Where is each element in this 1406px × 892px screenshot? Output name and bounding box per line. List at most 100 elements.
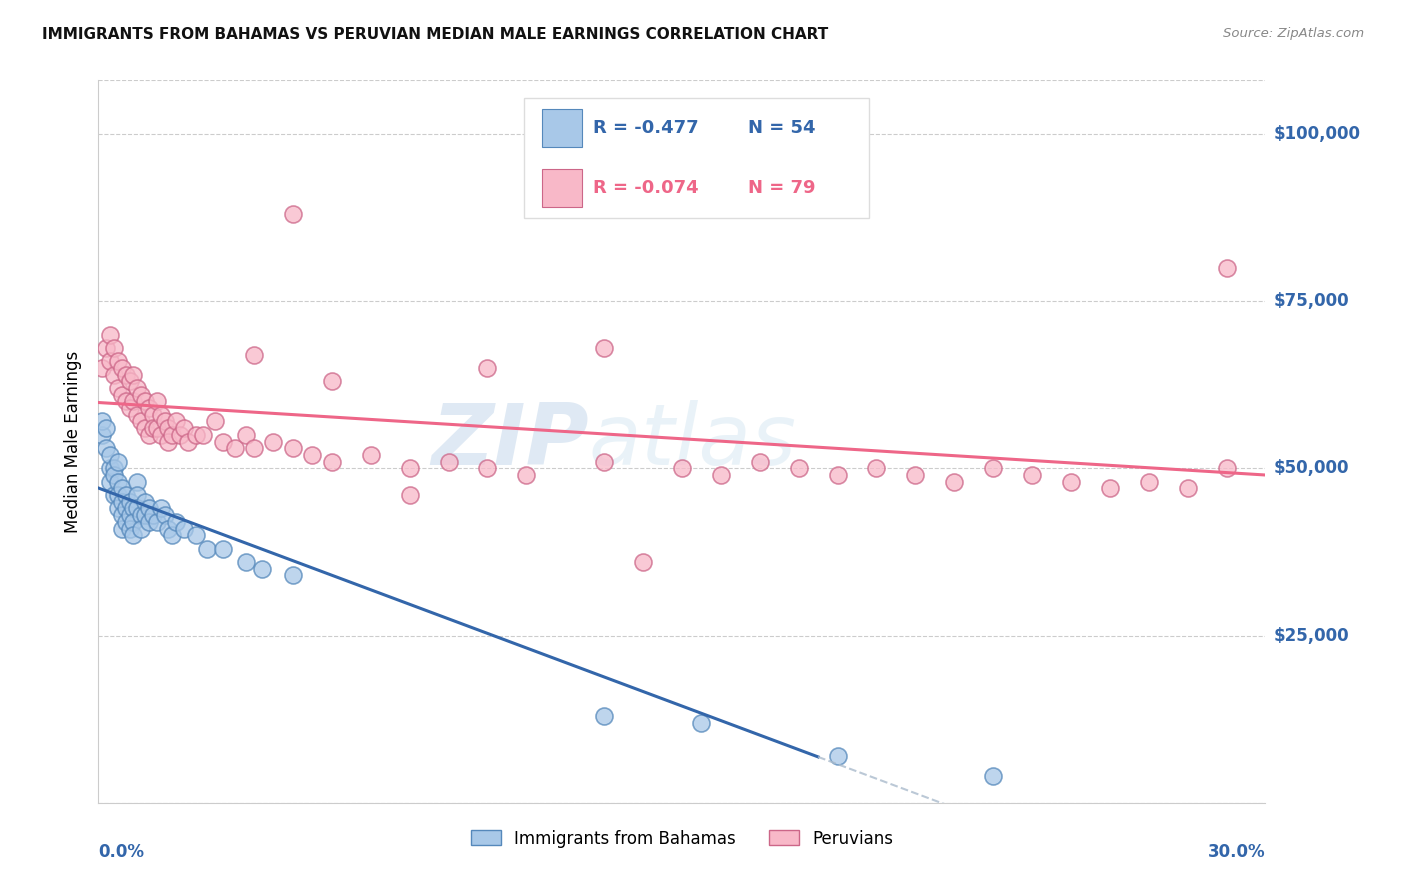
- Point: [477, 361, 499, 376]
- Point: [827, 467, 849, 482]
- FancyBboxPatch shape: [541, 109, 582, 147]
- Text: $75,000: $75,000: [1274, 292, 1350, 310]
- Point: [138, 427, 160, 442]
- Point: [157, 521, 180, 535]
- Point: [134, 394, 156, 409]
- Point: [212, 541, 235, 556]
- Point: [118, 375, 141, 389]
- Point: [1137, 475, 1160, 489]
- Point: [111, 521, 134, 535]
- Point: [184, 528, 207, 542]
- Legend: Immigrants from Bahamas, Peruvians: Immigrants from Bahamas, Peruvians: [463, 822, 901, 856]
- Point: [243, 441, 266, 455]
- Point: [195, 541, 218, 556]
- Point: [235, 427, 257, 442]
- Point: [904, 467, 927, 482]
- Point: [250, 562, 273, 576]
- Point: [118, 508, 141, 523]
- Point: [515, 467, 537, 482]
- Point: [981, 769, 1004, 783]
- Point: [98, 461, 121, 475]
- Point: [162, 528, 184, 542]
- Point: [162, 427, 184, 442]
- Point: [129, 414, 152, 428]
- Point: [943, 475, 966, 489]
- Point: [107, 488, 129, 502]
- Point: [134, 494, 156, 508]
- Text: ZIP: ZIP: [430, 400, 589, 483]
- Point: [149, 501, 172, 516]
- Point: [1215, 260, 1237, 275]
- Point: [96, 421, 118, 435]
- Point: [1177, 482, 1199, 496]
- Point: [142, 508, 165, 523]
- Point: [301, 448, 323, 462]
- Point: [114, 394, 136, 409]
- Point: [477, 461, 499, 475]
- Point: [127, 488, 149, 502]
- Text: atlas: atlas: [589, 400, 797, 483]
- Point: [114, 515, 136, 529]
- Point: [138, 401, 160, 416]
- Point: [91, 361, 114, 376]
- Point: [134, 421, 156, 435]
- Point: [173, 421, 195, 435]
- Point: [129, 521, 152, 535]
- Point: [111, 494, 134, 508]
- Point: [91, 427, 114, 442]
- Point: [146, 394, 169, 409]
- Point: [98, 327, 121, 342]
- Point: [107, 501, 129, 516]
- Point: [281, 207, 304, 221]
- Point: [212, 434, 235, 449]
- Point: [165, 515, 187, 529]
- Y-axis label: Median Male Earnings: Median Male Earnings: [65, 351, 83, 533]
- Point: [122, 528, 145, 542]
- Text: R = -0.074: R = -0.074: [593, 179, 699, 197]
- Point: [398, 461, 420, 475]
- Text: N = 79: N = 79: [748, 179, 815, 197]
- Point: [1021, 467, 1043, 482]
- Point: [103, 467, 125, 482]
- Point: [593, 454, 616, 469]
- Point: [142, 408, 165, 422]
- Text: 0.0%: 0.0%: [98, 843, 145, 861]
- Point: [153, 414, 176, 428]
- Point: [96, 341, 118, 355]
- Point: [114, 368, 136, 382]
- Point: [281, 568, 304, 582]
- Point: [146, 421, 169, 435]
- Point: [103, 341, 125, 355]
- Point: [127, 408, 149, 422]
- Point: [103, 488, 125, 502]
- Text: N = 54: N = 54: [748, 119, 815, 137]
- FancyBboxPatch shape: [541, 169, 582, 207]
- Point: [107, 454, 129, 469]
- Point: [153, 508, 176, 523]
- Point: [593, 708, 616, 723]
- Point: [554, 153, 576, 168]
- Point: [122, 501, 145, 516]
- Point: [146, 515, 169, 529]
- Point: [631, 555, 654, 569]
- Point: [1098, 482, 1121, 496]
- Point: [134, 508, 156, 523]
- Point: [127, 475, 149, 489]
- FancyBboxPatch shape: [524, 98, 869, 218]
- Text: IMMIGRANTS FROM BAHAMAS VS PERUVIAN MEDIAN MALE EARNINGS CORRELATION CHART: IMMIGRANTS FROM BAHAMAS VS PERUVIAN MEDI…: [42, 27, 828, 42]
- Point: [865, 461, 887, 475]
- Point: [262, 434, 284, 449]
- Point: [149, 427, 172, 442]
- Point: [235, 555, 257, 569]
- Point: [787, 461, 810, 475]
- Point: [149, 408, 172, 422]
- Point: [129, 387, 152, 401]
- Point: [138, 501, 160, 516]
- Point: [98, 475, 121, 489]
- Point: [169, 427, 191, 442]
- Point: [165, 414, 187, 428]
- Point: [122, 394, 145, 409]
- Point: [710, 467, 733, 482]
- Point: [122, 368, 145, 382]
- Point: [111, 482, 134, 496]
